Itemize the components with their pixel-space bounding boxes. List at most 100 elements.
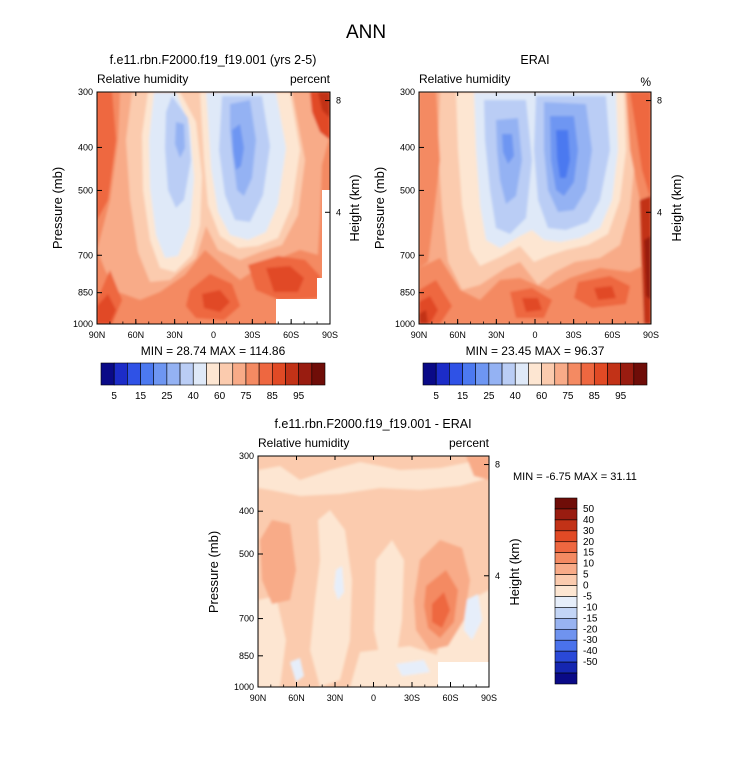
colorbar-label: 5 <box>111 391 117 402</box>
field-band-85 <box>97 294 116 324</box>
panel-difference-axes: 90N 60N 30N 0 30S 60S 90S 300 400 500 700 850 1000 8 4 <box>234 451 500 703</box>
panel-erai-variable-label: Relative humidity <box>419 72 510 86</box>
y2-tick-label: 8 <box>336 96 341 106</box>
colorbar-swatch <box>554 661 578 674</box>
colorbar-label: 40 <box>510 391 522 402</box>
colorbar-label: 25 <box>161 391 173 402</box>
panel-erai: ERAI Relative humidity % <box>372 53 684 402</box>
panel-model-stats: MIN = 28.74 MAX = 114.86 <box>141 344 286 358</box>
field-band-5a <box>258 462 489 496</box>
field-band-15c <box>466 456 489 480</box>
panel-difference: f.e11.rbn.F2000.f19_f19.001 - ERAI Relat… <box>206 417 637 703</box>
colorbar-swatch <box>554 541 578 554</box>
colorbar-swatch <box>501 362 516 386</box>
y-tick-label: 300 <box>239 451 254 461</box>
colorbar-swatch <box>166 362 181 386</box>
x-tick-label: 30N <box>327 693 344 703</box>
field-band-5b <box>310 510 352 687</box>
panel-difference-units-label: percent <box>449 436 490 450</box>
y-tick-label: 700 <box>78 250 93 260</box>
colorbar-swatch <box>554 585 578 597</box>
field-band-90b <box>419 310 428 324</box>
field-band-0c <box>290 658 304 682</box>
colorbar-label: 20 <box>583 537 595 548</box>
colorbar-swatch <box>462 362 477 386</box>
colorbar-swatch <box>192 362 207 386</box>
colorbar-label: 40 <box>583 515 595 526</box>
colorbar-label: -40 <box>583 646 598 657</box>
y-tick-label: 1000 <box>395 319 415 329</box>
y-tick-label: 1000 <box>73 319 93 329</box>
colorbar-swatch <box>554 552 578 564</box>
field-band-5d <box>258 596 286 687</box>
x-tick-label: 30S <box>404 693 420 703</box>
panel-erai-stats: MIN = 23.45 MAX = 96.37 <box>466 344 605 358</box>
panel-model-contour-field <box>97 92 330 324</box>
field-band-0 <box>334 566 344 600</box>
colorbar-label: 15 <box>135 391 147 402</box>
y-tick-label: 300 <box>400 87 415 97</box>
y2-tick-label: 4 <box>495 571 500 581</box>
colorbar-swatch <box>153 362 168 386</box>
colorbar-swatch <box>475 362 490 386</box>
colorbar-swatch <box>554 519 578 532</box>
colorbar-label: 85 <box>589 391 601 402</box>
colorbar-label: 95 <box>293 391 305 402</box>
colorbar-swatch <box>219 362 234 386</box>
colorbar-label: 15 <box>583 548 595 559</box>
field-band-95 <box>318 92 330 118</box>
x-tick-label: 60N <box>449 330 466 340</box>
colorbar-swatch <box>567 362 582 386</box>
panel-difference-variable-label: Relative humidity <box>258 436 349 450</box>
colorbar-swatch <box>140 362 155 386</box>
x-tick-label: 60S <box>442 693 458 703</box>
panel-erai-ylabel: Pressure (mb) <box>372 167 387 249</box>
y-tick-label: 400 <box>400 142 415 152</box>
figure-title: ANN <box>346 22 386 43</box>
x-tick-label: 60N <box>128 330 145 340</box>
field-band-20 <box>556 130 570 178</box>
panel-model-title: f.e11.rbn.F2000.f19_f19.001 (yrs 2-5) <box>110 53 317 67</box>
colorbar-swatch <box>298 362 313 386</box>
panel-difference-y2label: Height (km) <box>507 538 522 605</box>
field-band-25b <box>502 134 514 164</box>
field-missing-data-3 <box>322 190 330 280</box>
colorbar-label: 25 <box>483 391 495 402</box>
colorbar-swatch <box>113 362 128 386</box>
panel-difference-stats: MIN = -6.75 MAX = 31.11 <box>513 471 637 483</box>
x-tick-label: 30N <box>488 330 505 340</box>
colorbar-swatch <box>127 362 141 386</box>
x-tick-label: 90N <box>250 693 267 703</box>
colorbar-swatch <box>514 362 529 386</box>
panel-erai-axes: 90N 60N 30N 0 30S 60S 90S 300 400 500 700 850 1000 8 4 <box>395 87 662 340</box>
x-tick-label: 0 <box>211 330 216 340</box>
x-tick-label: 90N <box>411 330 428 340</box>
colorbar-label: -20 <box>583 624 598 635</box>
colorbar-swatch <box>554 497 578 510</box>
y-tick-label: 500 <box>239 549 254 559</box>
colorbar-label: 40 <box>188 391 200 402</box>
colorbar-swatch <box>607 362 621 386</box>
y-tick-label: 850 <box>400 288 415 298</box>
colorbar-label: 0 <box>583 581 589 592</box>
field-band-25 <box>232 124 244 170</box>
colorbar-swatch <box>554 607 578 619</box>
colorbar-swatch <box>435 362 450 386</box>
x-tick-label: 90S <box>322 330 338 340</box>
colorbar-label: -10 <box>583 602 598 613</box>
x-tick-label: 0 <box>532 330 537 340</box>
y-tick-label: 700 <box>400 250 415 260</box>
colorbar-label: 10 <box>583 559 595 570</box>
x-tick-label: 60S <box>604 330 620 340</box>
field-band-30c <box>175 122 185 158</box>
y2-tick-label: 8 <box>495 460 500 470</box>
field-band-75 <box>419 92 440 268</box>
panel-model-y2label: Height (km) <box>347 174 362 241</box>
y-tick-label: 850 <box>239 651 254 661</box>
colorbar-label: 85 <box>267 391 279 402</box>
colorbar-swatch <box>554 628 578 641</box>
colorbar-swatch <box>554 639 578 652</box>
field-band-85b <box>202 290 230 312</box>
colorbar-swatch <box>593 362 608 386</box>
